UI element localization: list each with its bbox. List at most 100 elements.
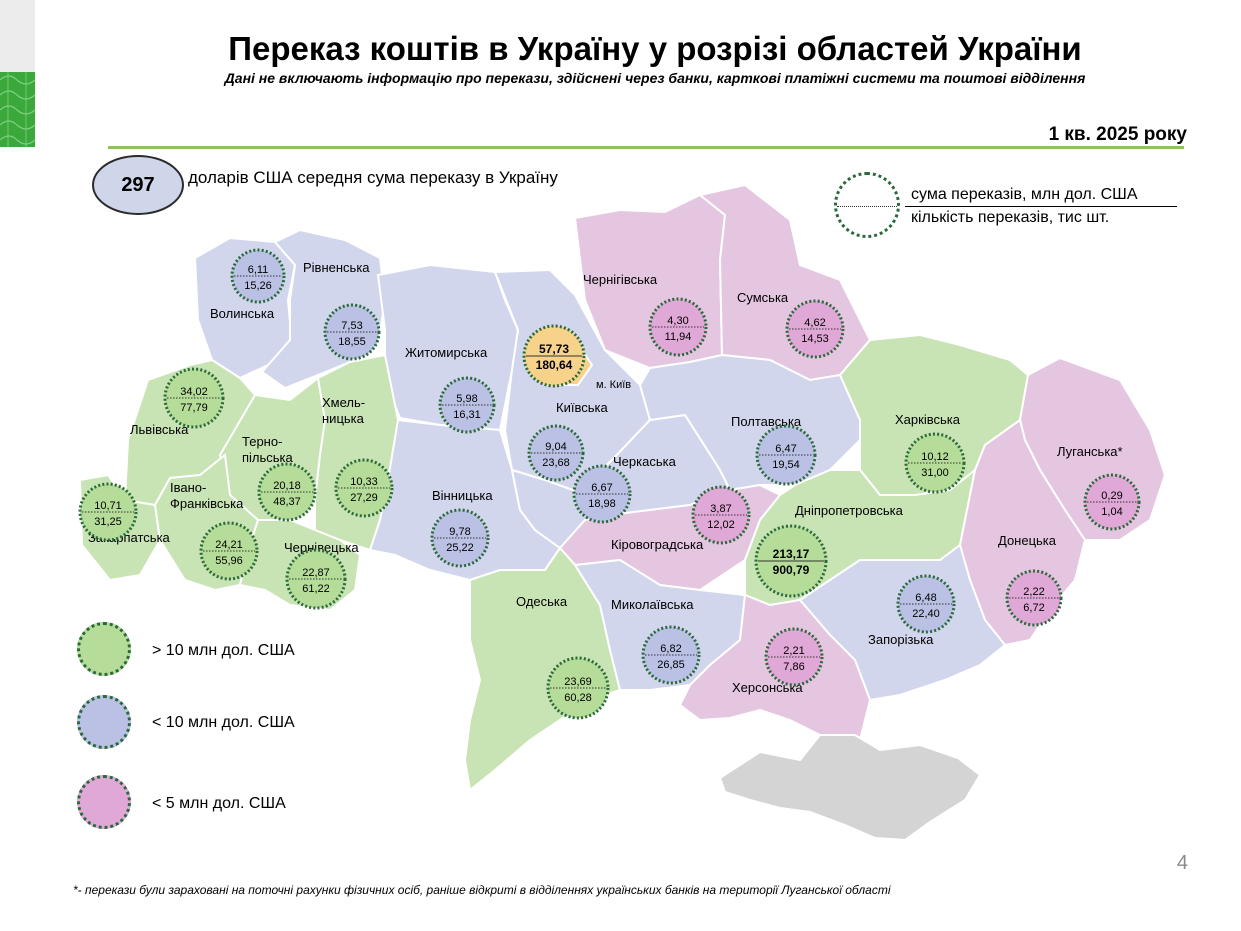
region-13-bubble-circle: [430, 508, 490, 568]
region-3-bubble: 9,04 23,68: [527, 424, 585, 482]
region-17-label: Луганська*: [1057, 444, 1123, 459]
region-2-label: Житомирська: [405, 345, 488, 360]
region-8-bubble: 20,18 48,37: [257, 462, 317, 522]
region-24-bubble: 2,21 7,86: [764, 627, 824, 687]
region-16-bubble: 10,12 31,00: [904, 432, 966, 494]
region-8-label-0: Терно-: [242, 434, 282, 449]
region-9-bubble: 10,33 27,29: [334, 458, 394, 518]
region-16-amount: 10,12: [921, 451, 949, 463]
region-6-count: 14,53: [801, 333, 829, 345]
legend-circle-green: [77, 622, 131, 676]
average-amount-caption: доларів США середня сума переказу в Укра…: [188, 168, 558, 187]
kyiv-city-label: м. Київ: [596, 379, 631, 391]
region-19-label: Дніпропетровська: [795, 503, 904, 518]
region-6-shape: [697, 183, 872, 382]
region-6-label: Сумська: [737, 290, 789, 305]
region-23-count: 22,40: [912, 608, 940, 620]
region-11-bubble: 24,21 55,96: [199, 521, 259, 581]
region-10-bubble: 10,71 31,25: [78, 482, 138, 542]
key-circle: [834, 172, 900, 238]
region-18-bubble-circle: [691, 485, 751, 545]
region-8-amount: 20,18: [273, 480, 301, 492]
region-12-label: Чернівецька: [284, 540, 359, 555]
key-divider: [905, 206, 1177, 207]
region-0-label: Волинська: [210, 306, 275, 321]
region-11-amount: 24,21: [215, 539, 243, 551]
kyiv-city-count: 180,64: [536, 358, 573, 372]
region-6-amount: 4,62: [804, 317, 825, 329]
region-9-label-0: Хмель-: [322, 395, 365, 410]
region-9-bubble-circle: [334, 458, 394, 518]
region-3-label: Київська: [556, 400, 608, 415]
region-13-label: Вінницька: [432, 488, 493, 503]
region-22-count: 26,85: [657, 659, 685, 671]
kyiv-city-amount: 57,73: [539, 342, 569, 356]
region-5-count: 11,94: [665, 331, 692, 343]
region-1-bubble: 7,53 18,55: [323, 303, 381, 361]
region-14-count: 18,98: [588, 498, 616, 510]
region-7-bubble: 34,02 77,79: [163, 367, 225, 429]
region-22-amount: 6,82: [660, 643, 681, 655]
region-6-bubble: 4,62 14,53: [785, 299, 845, 359]
region-21-count: 60,28: [564, 692, 592, 704]
region-20-amount: 2,22: [1023, 586, 1044, 598]
region-14-bubble-circle: [572, 464, 632, 524]
region-20-label: Донецька: [998, 533, 1057, 548]
region-14-amount: 6,67: [591, 482, 612, 494]
average-amount-badge: 297: [92, 155, 184, 215]
region-9-amount: 10,33: [350, 476, 378, 488]
region-5-bubble: 4,30 11,94: [648, 297, 708, 357]
region-12-count: 61,22: [302, 583, 330, 595]
region-11-label-1: Франківська: [170, 496, 244, 511]
region-3-amount: 9,04: [545, 441, 566, 453]
region-23-label: Запорізька: [868, 632, 934, 647]
region-1-amount: 7,53: [341, 320, 362, 332]
region-18-label: Кіровоградська: [611, 537, 704, 552]
page-number: 4: [1176, 852, 1188, 874]
region-20-count: 6,72: [1023, 602, 1044, 614]
side-grey-strip: [0, 0, 35, 72]
region-18-amount: 3,87: [710, 503, 731, 515]
region-24-amount: 2,21: [783, 645, 804, 657]
region-7-count: 77,79: [180, 402, 208, 414]
region-23-bubble: 6,48 22,40: [896, 574, 956, 634]
region-22-bubble: 6,82 26,85: [641, 625, 701, 685]
region-12-bubble: 22,87 61,22: [285, 548, 347, 610]
region-16-label: Харківська: [895, 412, 961, 427]
side-green-pattern: [0, 72, 35, 147]
region-1-count: 18,55: [338, 336, 366, 348]
region-22-label: Миколаївська: [611, 597, 694, 612]
legend-circle-blue: [77, 695, 131, 749]
region-17-count: 1,04: [1101, 506, 1122, 518]
region-3-count: 23,68: [542, 457, 570, 469]
region-11-bubble-circle: [199, 521, 259, 581]
region-18-bubble: 3,87 12,02: [691, 485, 751, 545]
region-21-bubble: 23,69 60,28: [546, 656, 610, 720]
region-8-bubble-circle: [257, 462, 317, 522]
region-8-label-1: пільська: [242, 450, 294, 465]
legend-label-blue: < 10 млн дол. США: [152, 714, 295, 731]
region-10-bubble-circle: [78, 482, 138, 542]
region-9-count: 27,29: [350, 492, 378, 504]
crimea-shape: [718, 734, 982, 842]
page-subtitle: Дані не включають інформацію про переказ…: [224, 70, 1086, 86]
page-title: Переказ коштів в Україну у розрізі облас…: [228, 30, 1082, 67]
region-16-count: 31,00: [921, 467, 949, 479]
region-7-amount: 34,02: [180, 386, 208, 398]
region-8-count: 48,37: [273, 496, 301, 508]
region-19-amount: 213,17: [773, 547, 810, 561]
region-14-label: Черкаська: [613, 454, 677, 469]
region-11-label-0: Івано-: [170, 480, 206, 495]
kyiv-city-bubble: 57,73 180,64: [522, 324, 586, 388]
region-10-count: 31,25: [94, 516, 122, 528]
region-21-label: Одеська: [516, 594, 568, 609]
region-9-label-1: ницька: [322, 411, 365, 426]
region-20-bubble: 2,22 6,72: [1005, 569, 1063, 627]
region-2-bubble: 5,98 16,31: [438, 376, 496, 434]
legend-label-green: > 10 млн дол. США: [152, 642, 295, 659]
region-19-bubble: 213,17 900,79: [754, 524, 828, 598]
region-5-label: Чернігівська: [583, 272, 658, 287]
region-13-bubble: 9,78 25,22: [430, 508, 490, 568]
region-22-bubble-circle: [641, 625, 701, 685]
region-21-amount: 23,69: [564, 676, 592, 688]
